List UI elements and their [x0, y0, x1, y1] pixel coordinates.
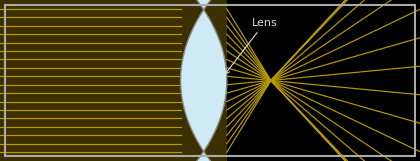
Text: Lens: Lens [225, 18, 278, 74]
Bar [0, 0, 227, 161]
